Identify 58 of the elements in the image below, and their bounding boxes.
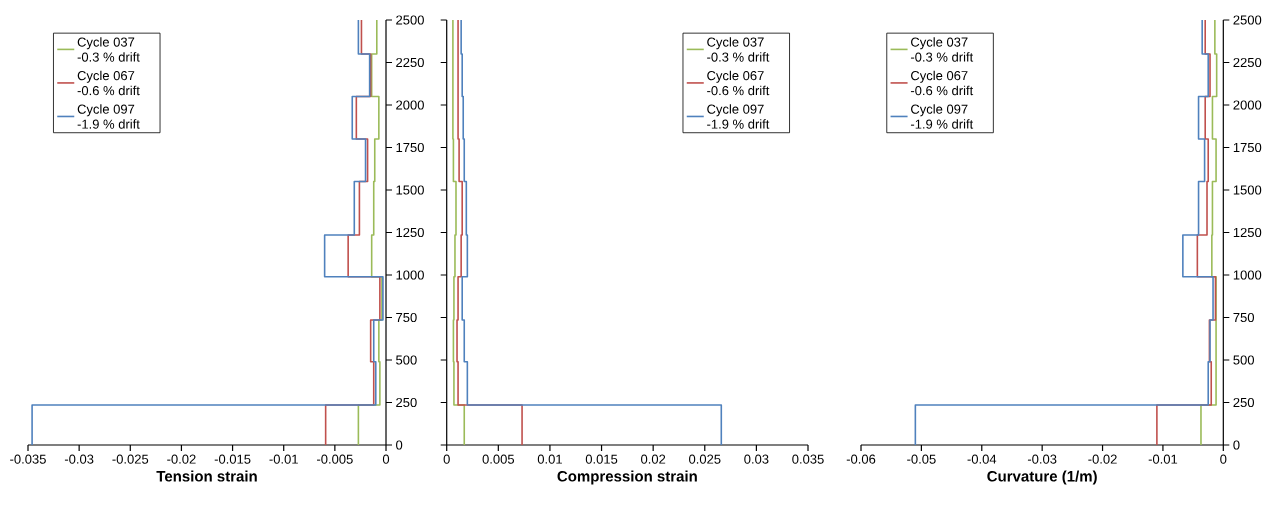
y-tick-label: 1000 <box>396 270 424 280</box>
y-tick-label: 250 <box>396 397 417 408</box>
x-tick-label: -0.03 <box>1027 454 1057 464</box>
x-tick-label: 0.01 <box>537 454 562 464</box>
y-tick-label: 1250 <box>1233 227 1262 238</box>
legend-label: Cycle 097 -1.9 % drift <box>910 104 974 129</box>
x-tick-label: -0.05 <box>907 454 936 464</box>
x-tick-label: 0.005 <box>482 454 515 464</box>
y-tick-label: 500 <box>396 355 417 365</box>
x-tick-label: 0 <box>443 454 450 464</box>
legend-label: Cycle 067 -0.6 % drift <box>707 70 770 96</box>
y-tick-label: 500 <box>1233 355 1255 365</box>
legend-label: Cycle 037 -0.3 % drift <box>910 37 974 62</box>
line-series <box>357 20 383 445</box>
x-tick-label: -0.04 <box>967 454 997 464</box>
x-tick-label: 0.025 <box>689 454 721 464</box>
x-tick-label: -0.06 <box>846 454 876 464</box>
x-tick-label: -0.025 <box>112 454 149 464</box>
y-tick-label: 2000 <box>1233 100 1262 110</box>
x-tick-label: -0.035 <box>10 454 46 464</box>
legend-label: Cycle 067 -0.6 % drift <box>77 70 140 96</box>
x-tick-label: 0.03 <box>744 454 769 464</box>
y-tick-label: 750 <box>1233 312 1255 323</box>
x-tick-label: 0.02 <box>641 454 666 464</box>
y-tick-label: 2500 <box>396 15 424 25</box>
y-tick-label: 1000 <box>1233 270 1262 280</box>
x-tick-label: 0.015 <box>585 454 618 464</box>
y-tick-label: 250 <box>1233 397 1255 408</box>
x-axis-title: Tension strain <box>156 470 257 482</box>
x-axis-title: Compression strain <box>557 470 697 485</box>
legend-label: Cycle 037 -0.3 % drift <box>707 37 770 62</box>
x-tick-label: -0.01 <box>269 454 298 464</box>
x-tick-label: -0.03 <box>64 454 94 464</box>
y-tick-label: 2250 <box>1233 57 1262 68</box>
x-tick-label: 0 <box>1220 454 1227 464</box>
x-tick-label: -0.005 <box>317 454 353 464</box>
y-tick-label: 1500 <box>396 185 424 195</box>
x-tick-label: -0.02 <box>1088 454 1117 464</box>
legend-label: Cycle 097 -1.9 % drift <box>707 104 770 129</box>
x-tick-label: -0.015 <box>214 454 251 464</box>
x-axis-title: Curvature (1/m) <box>987 470 1097 485</box>
x-tick-label: 0 <box>382 454 390 464</box>
x-tick-label: -0.01 <box>1148 454 1178 464</box>
y-tick-label: 750 <box>396 312 417 323</box>
y-tick-label: 1250 <box>396 227 424 238</box>
x-tick-label: 0.035 <box>792 454 824 464</box>
y-tick-label: 2000 <box>396 100 424 110</box>
x-tick-label: -0.02 <box>167 454 196 464</box>
y-tick-label: 1500 <box>1233 185 1262 195</box>
y-tick-label: 0 <box>1233 440 1240 450</box>
y-tick-label: 2500 <box>1233 15 1262 25</box>
y-tick-label: 2250 <box>396 57 424 68</box>
y-tick-label: 1750 <box>1233 142 1262 153</box>
legend-label: Cycle 037 -0.3 % drift <box>77 37 140 62</box>
legend-label: Cycle 097 -1.9 % drift <box>77 104 140 129</box>
legend-label: Cycle 067 -0.6 % drift <box>910 70 974 96</box>
y-tick-label: 0 <box>396 440 403 450</box>
y-tick-label: 1750 <box>396 142 424 153</box>
